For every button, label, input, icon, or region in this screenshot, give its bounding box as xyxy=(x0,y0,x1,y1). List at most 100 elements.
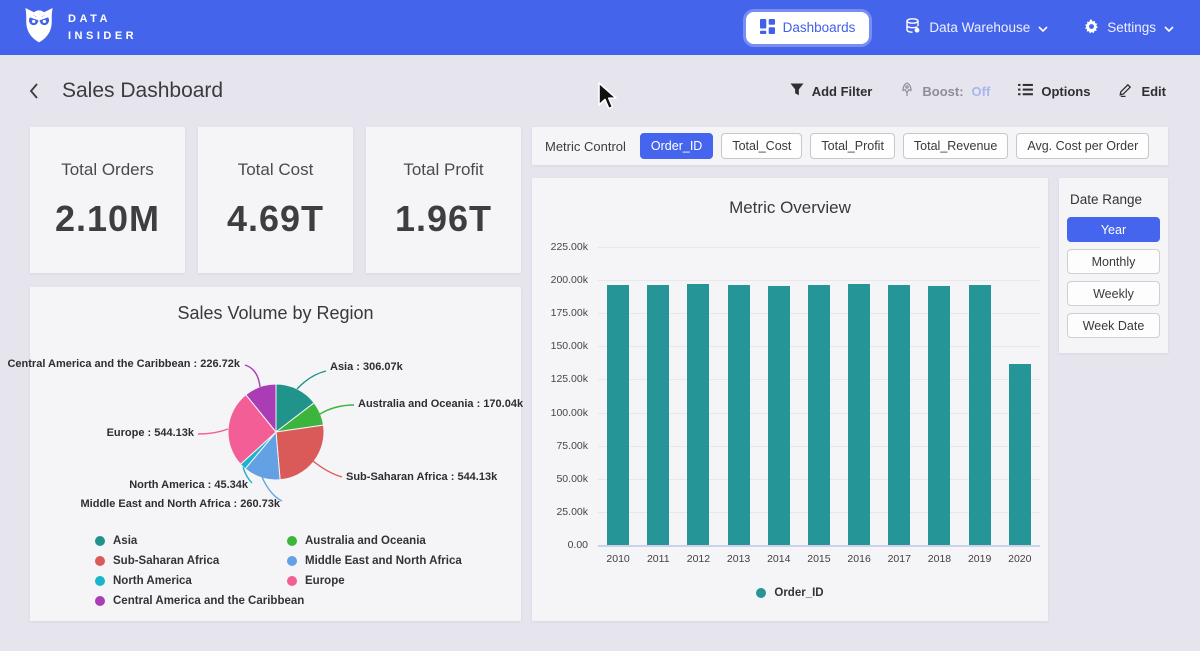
dashboard-grid-icon xyxy=(759,18,775,37)
boost-toggle[interactable]: Boost: Off xyxy=(900,82,990,100)
metric-chip-total-cost[interactable]: Total_Cost xyxy=(721,133,803,159)
pencil-edit-icon xyxy=(1118,82,1133,100)
bar-2011[interactable] xyxy=(647,285,670,545)
pie-leader-line xyxy=(312,460,343,478)
legend-dot xyxy=(95,576,105,586)
kpi-value: 1.96T xyxy=(394,198,493,239)
y-axis-tick: 0.00 xyxy=(567,539,588,551)
metric-chip-total-profit[interactable]: Total_Profit xyxy=(810,133,895,159)
date-range-week-date[interactable]: Week Date xyxy=(1067,313,1160,338)
x-axis-label-2011: 2011 xyxy=(646,553,670,565)
gridline xyxy=(598,280,1040,282)
add-filter-button[interactable]: Add Filter xyxy=(790,83,872,99)
y-axis-tick: 75.00k xyxy=(556,439,588,452)
date-range-title: Date Range xyxy=(1070,192,1143,207)
bar-chart-legend[interactable]: Order_ID xyxy=(532,587,1048,599)
kpi-label: Total Orders xyxy=(61,160,154,179)
legend-dot xyxy=(756,588,767,598)
bar-2019[interactable] xyxy=(968,285,991,545)
x-axis-label-2016: 2016 xyxy=(847,553,871,565)
legend-label: Central America and the Caribbean xyxy=(113,595,305,607)
date-range-monthly[interactable]: Monthly xyxy=(1067,249,1160,274)
y-axis-tick: 100.00k xyxy=(550,406,588,419)
bar-2015[interactable] xyxy=(807,285,830,545)
metric-chip-avg-cost-per-order[interactable]: Avg. Cost per Order xyxy=(1016,133,1150,159)
legend-dot xyxy=(95,556,105,566)
legend-label: Europe xyxy=(305,575,345,587)
dashboard-header: Sales Dashboard Add Filter Boost: Off xyxy=(0,55,1200,127)
pie-legend-australia-and-oceania[interactable]: Australia and Oceania xyxy=(287,531,462,551)
legend-label: North America xyxy=(113,575,192,587)
pie-slice-europe[interactable] xyxy=(227,393,277,466)
pie-legend-middle-east-and-north-africa[interactable]: Middle East and North Africa xyxy=(287,551,462,571)
list-options-icon xyxy=(1018,83,1034,99)
chevron-down-icon xyxy=(1164,20,1174,35)
x-axis-label-2019: 2019 xyxy=(967,553,992,565)
date-range-year[interactable]: Year xyxy=(1067,217,1160,242)
bar-2010[interactable] xyxy=(607,285,630,545)
legend-dot xyxy=(287,576,297,586)
x-axis-label-2013: 2013 xyxy=(726,553,751,565)
pie-legend-central-america-and-the-caribbean[interactable]: Central America and the Caribbean xyxy=(95,591,304,611)
x-axis-label-2015: 2015 xyxy=(807,553,831,565)
legend-label: Asia xyxy=(113,535,138,547)
gridline xyxy=(598,545,1040,547)
pie-label-middle-east-and-north-africa: Middle East and North Africa : 260.73k xyxy=(80,498,280,510)
bar-2014[interactable] xyxy=(767,285,790,545)
bar-2018[interactable] xyxy=(928,285,951,545)
dashboards-button[interactable]: Dashboards xyxy=(745,11,870,44)
x-axis-label-2014: 2014 xyxy=(767,553,791,565)
boost-state: Off xyxy=(971,83,991,99)
pie-label-north-america: North America : 45.34k xyxy=(129,479,248,491)
pie-chart-title: Sales Volume by Region xyxy=(177,303,374,323)
bar-2012[interactable] xyxy=(687,284,710,545)
pie-leader-line xyxy=(244,364,261,388)
pie-leader-line xyxy=(319,404,355,415)
x-axis-label-2017: 2017 xyxy=(887,553,911,565)
legend-label: Sub-Saharan Africa xyxy=(113,555,220,567)
date-range-weekly[interactable]: Weekly xyxy=(1067,281,1160,306)
page-title: Sales Dashboard xyxy=(62,79,224,102)
bar-2017[interactable] xyxy=(888,285,911,545)
pie-label-sub-saharan-africa: Sub-Saharan Africa : 544.13k xyxy=(346,471,498,483)
brand: DATA INSIDER xyxy=(22,6,137,49)
kpi-value: 2.10M xyxy=(54,198,161,239)
metric-chip-order-id[interactable]: Order_ID xyxy=(639,133,714,159)
metric-control-label: Metric Control xyxy=(545,138,626,154)
kpi-card-total-profit: Total Profit 1.96T xyxy=(366,127,521,273)
top-nav-bar: DATA INSIDER Dashboards xyxy=(0,0,1200,55)
legend-label: Order_ID xyxy=(774,587,824,599)
date-range-panel: Date Range Year Monthly Weekly Week Date xyxy=(1059,178,1168,353)
bar-chart-title: Metric Overview xyxy=(729,198,851,217)
database-icon xyxy=(905,18,921,37)
legend-dot xyxy=(95,536,105,546)
back-button[interactable] xyxy=(28,82,40,100)
y-axis-tick: 175.00k xyxy=(550,307,588,320)
bar-2013[interactable] xyxy=(727,285,750,545)
bar-2020[interactable] xyxy=(1008,364,1031,545)
legend-dot xyxy=(287,536,297,546)
pie-chart xyxy=(197,364,355,502)
x-axis-label-2020: 2020 xyxy=(1008,553,1032,565)
pie-legend-north-america[interactable]: North America xyxy=(95,571,304,591)
rocket-icon xyxy=(900,82,914,100)
edit-button[interactable]: Edit xyxy=(1118,82,1166,100)
pie-legend-europe[interactable]: Europe xyxy=(287,571,462,591)
data-warehouse-menu[interactable]: Data Warehouse xyxy=(905,18,1048,37)
bar-2016[interactable] xyxy=(848,284,871,545)
legend-dot xyxy=(95,596,105,606)
options-button[interactable]: Options xyxy=(1018,83,1090,99)
pie-legend-sub-saharan-africa[interactable]: Sub-Saharan Africa xyxy=(95,551,304,571)
y-axis-tick: 150.00k xyxy=(550,340,588,353)
metric-chip-total-revenue[interactable]: Total_Revenue xyxy=(902,133,1009,159)
pie-label-australia-and-oceania: Australia and Oceania : 170.04k xyxy=(358,398,524,410)
legend-label: Australia and Oceania xyxy=(305,535,426,547)
pie-slice-sub-saharan-africa[interactable] xyxy=(275,424,325,481)
brand-name: DATA INSIDER xyxy=(68,13,138,42)
y-axis-tick: 200.00k xyxy=(550,274,588,287)
settings-menu[interactable]: Settings xyxy=(1084,18,1174,37)
pie-legend-asia[interactable]: Asia xyxy=(95,531,304,551)
pie-chart-card: Sales Volume by Region Asia : 306.07k Aus… xyxy=(7,287,524,621)
pie-label-asia: Asia : 306.07k xyxy=(330,361,403,373)
kpi-label: Total Cost xyxy=(237,160,314,179)
